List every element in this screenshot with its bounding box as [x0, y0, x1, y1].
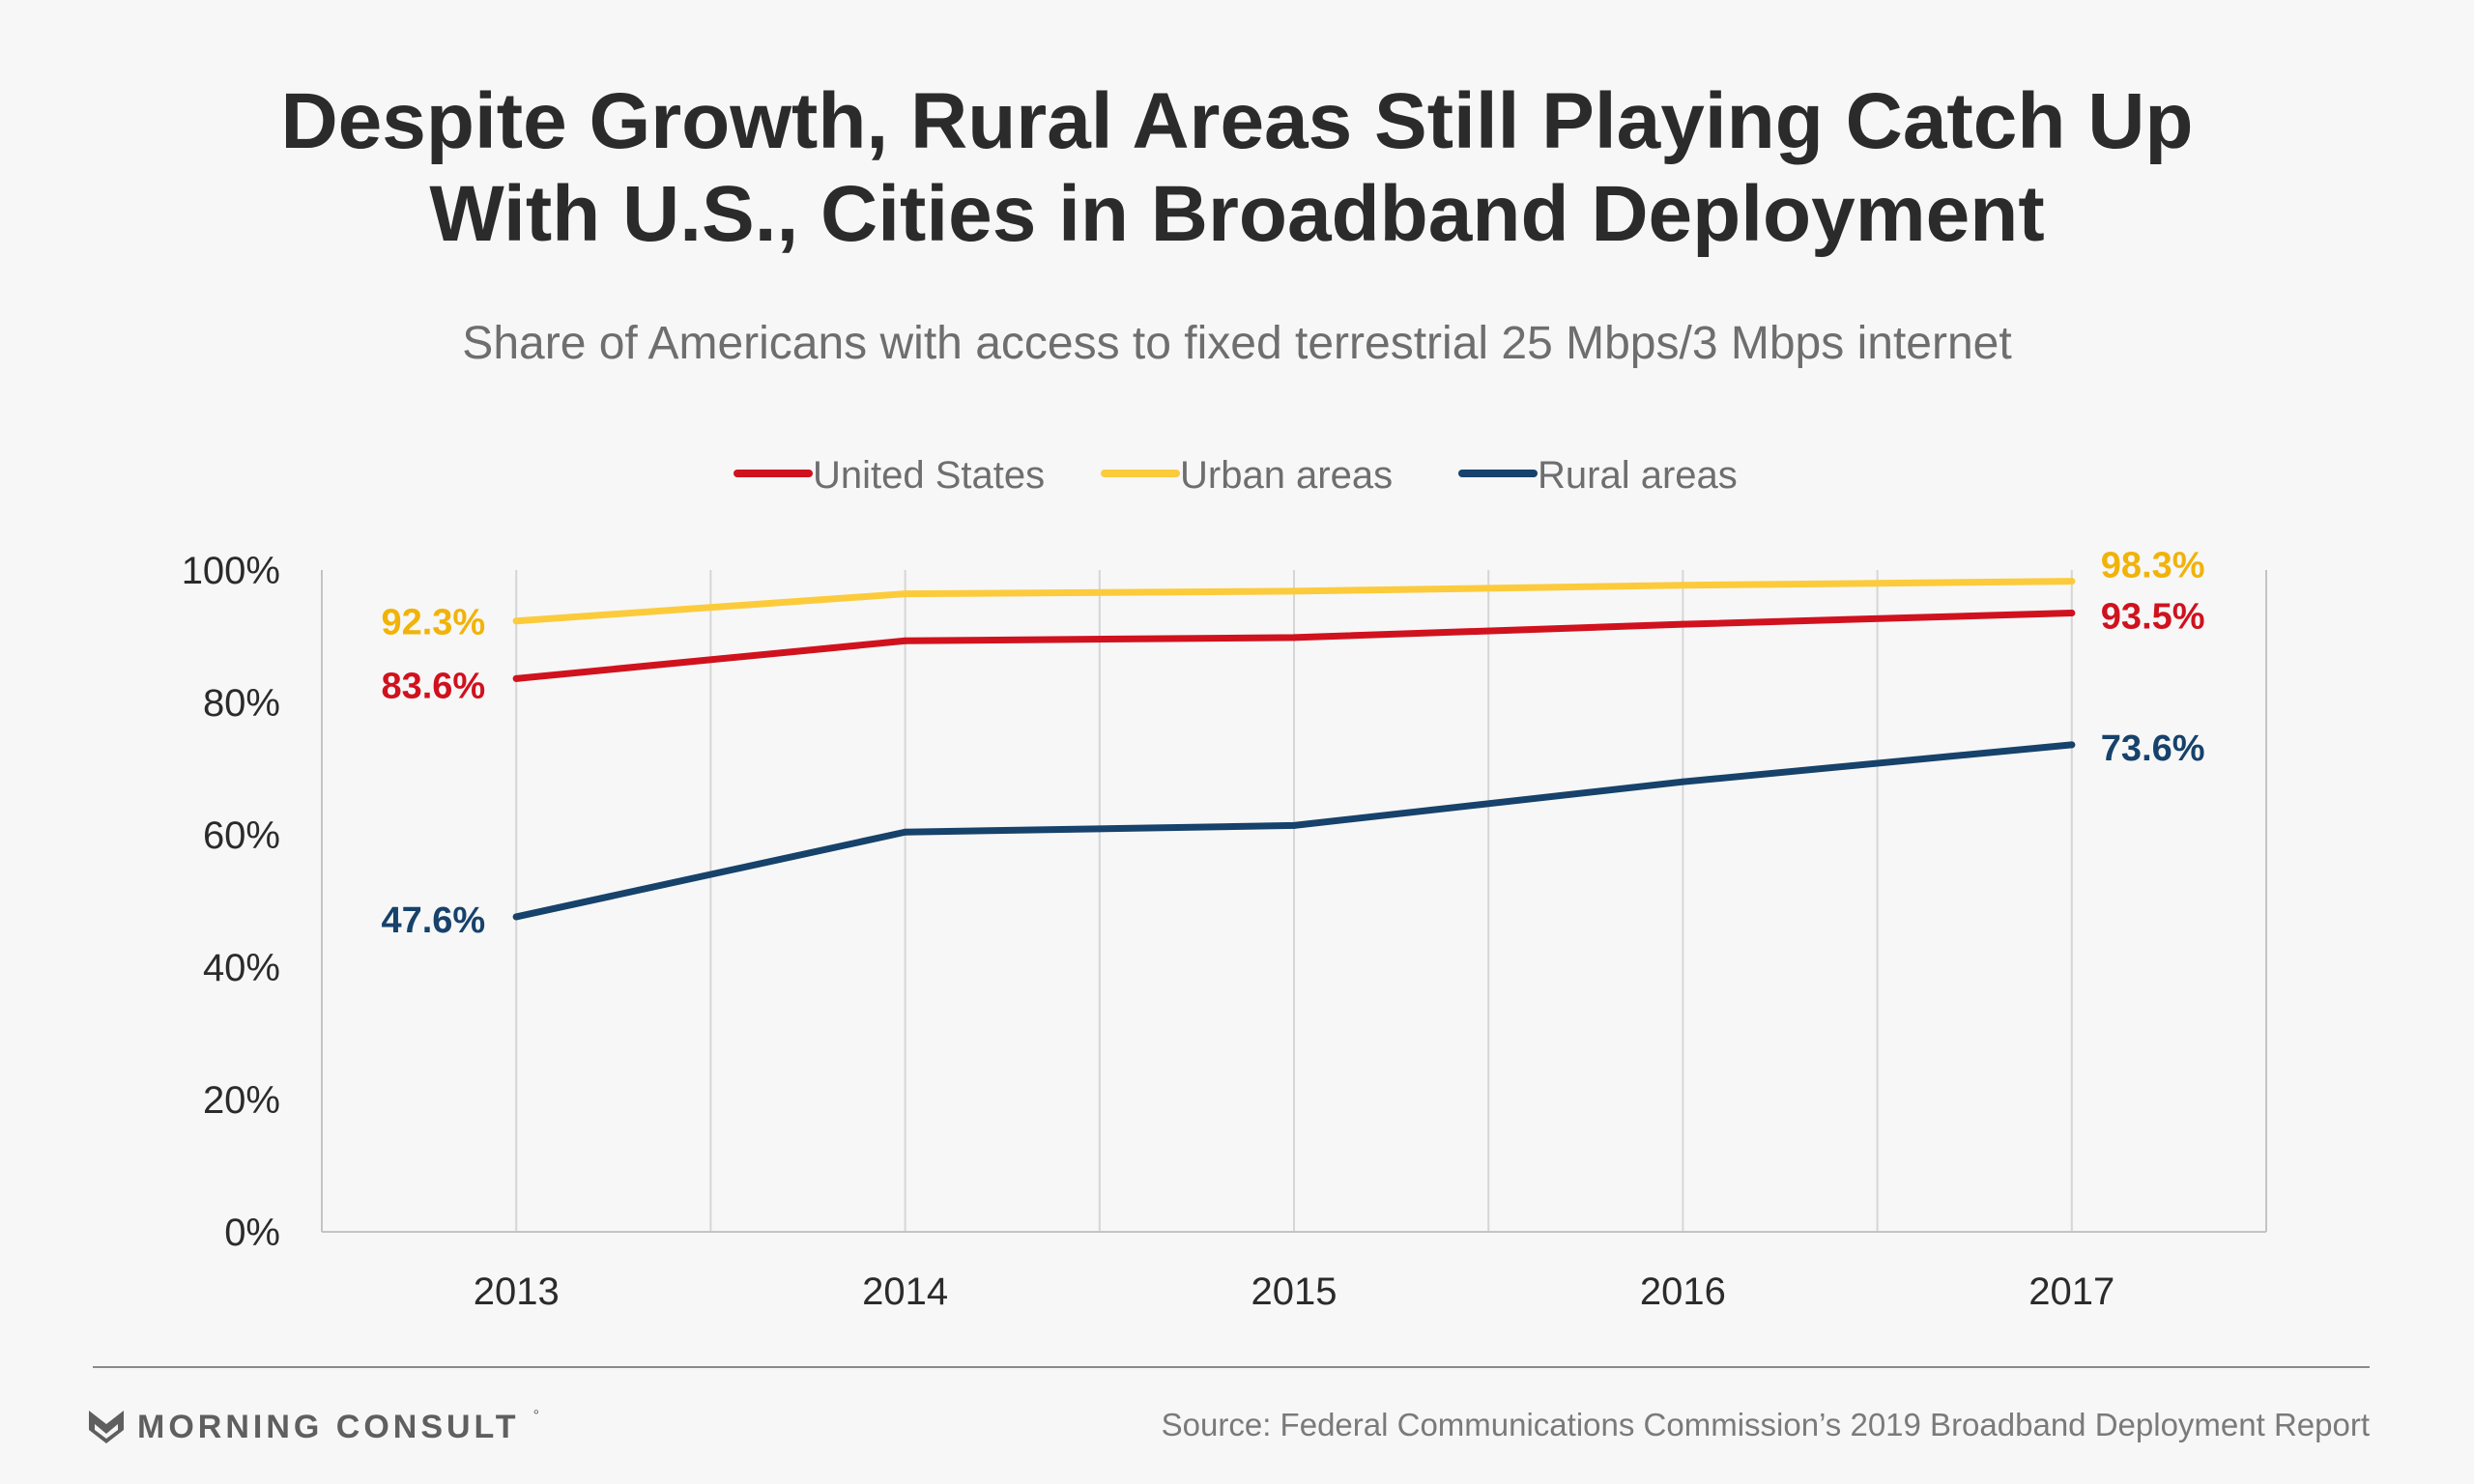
data-point-2-3 — [1679, 778, 1686, 785]
data-point-2-4 — [2068, 741, 2076, 749]
x-tick-label-4: 2017 — [2028, 1270, 2114, 1313]
data-point-0-4 — [2068, 610, 2076, 617]
end-label-1: 98.3% — [2101, 546, 2205, 586]
data-point-1-1 — [902, 590, 909, 598]
start-label-0: 83.6% — [381, 666, 485, 706]
end-label-0: 93.5% — [2101, 597, 2205, 638]
brand-name: MORNING CONSULT — [137, 1408, 520, 1445]
y-tick-label-5: 100% — [182, 550, 280, 592]
y-tick-label-4: 80% — [203, 682, 280, 725]
end-label-2: 73.6% — [2101, 728, 2205, 769]
series-lines — [512, 578, 2076, 921]
axes: 0% 20% 40% 60% 80% 100% 2013 2014 2015 2016 2017 — [182, 550, 2267, 1313]
legend-label-1: Urban areas — [1180, 454, 1393, 497]
y-tick-label-3: 60% — [203, 814, 280, 857]
morning-consult-m-icon — [89, 1411, 124, 1443]
grid — [515, 570, 2073, 1232]
data-point-1-3 — [1679, 582, 1686, 589]
data-point-0-3 — [1679, 620, 1686, 628]
source-note: Source: Federal Communications Commissio… — [1161, 1407, 2370, 1442]
registered-mark-icon: ° — [532, 1408, 539, 1424]
y-tick-label-1: 20% — [203, 1079, 280, 1122]
legend-label-0: United States — [813, 454, 1045, 497]
start-label-2: 47.6% — [381, 900, 485, 941]
data-point-0-1 — [902, 637, 909, 644]
y-tick-label-2: 40% — [203, 947, 280, 989]
start-label-1: 92.3% — [381, 603, 485, 643]
y-tick-label-0: 0% — [224, 1212, 280, 1254]
data-point-2-2 — [1290, 821, 1298, 829]
data-point-0-0 — [512, 674, 520, 682]
x-tick-label-0: 2013 — [474, 1270, 560, 1313]
legend: United States Urban areas Rural areas — [734, 454, 1738, 497]
chart-title-line-1: Despite Growth, Rural Areas Still Playin… — [280, 77, 2194, 165]
data-labels: 83.6% 93.5% 92.3% 98.3% 47.6% 73.6% — [381, 546, 2204, 941]
data-point-0-2 — [1290, 634, 1298, 642]
data-point-2-0 — [512, 913, 520, 921]
chart-subtitle: Share of Americans with access to fixed … — [462, 318, 2012, 369]
legend-label-2: Rural areas — [1538, 454, 1738, 497]
x-tick-label-2: 2015 — [1251, 1270, 1338, 1313]
x-tick-label-3: 2016 — [1640, 1270, 1726, 1313]
data-point-1-0 — [512, 617, 520, 625]
morning-consult-logo: MORNING CONSULT ° — [89, 1408, 539, 1446]
data-point-1-4 — [2068, 578, 2076, 585]
chart-title-line-2: With U.S., Cities in Broadband Deploymen… — [429, 170, 2045, 258]
data-point-1-2 — [1290, 587, 1298, 595]
x-tick-label-1: 2014 — [862, 1270, 948, 1313]
data-point-2-1 — [902, 828, 909, 836]
footer-divider — [93, 1366, 2370, 1368]
chart-title: Despite Growth, Rural Areas Still Playin… — [0, 75, 2474, 261]
